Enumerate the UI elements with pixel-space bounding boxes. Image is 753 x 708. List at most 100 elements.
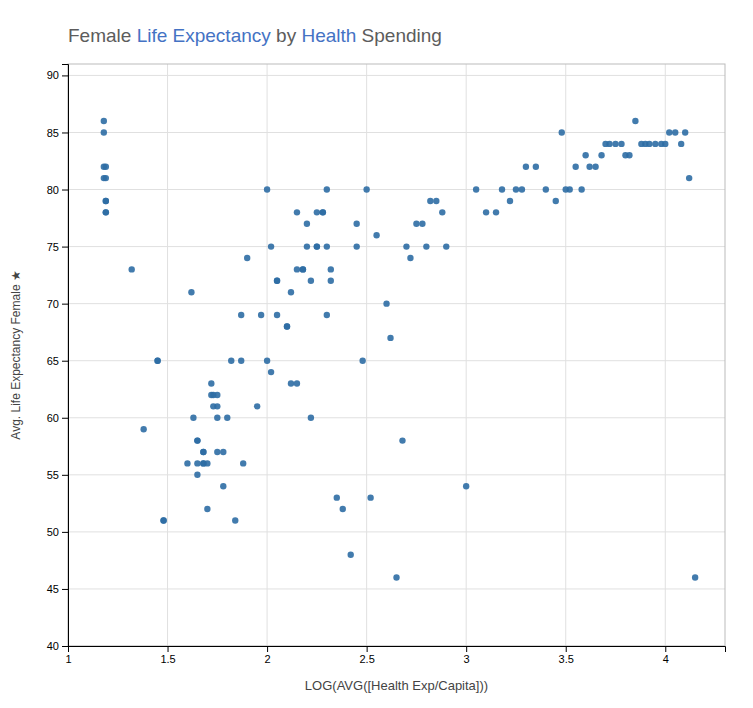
point	[284, 323, 290, 329]
x-axis-tick-mark	[267, 646, 268, 652]
y-axis-tick-mark	[62, 190, 68, 191]
x-axis-tick-label: 3	[464, 653, 470, 665]
point	[190, 415, 196, 421]
grid-line-x	[167, 64, 168, 646]
x-axis-tick-mark	[566, 646, 567, 652]
x-axis-tick: 2	[265, 646, 271, 665]
point	[308, 415, 314, 421]
point	[473, 186, 479, 192]
point	[403, 243, 409, 249]
point	[214, 403, 220, 409]
point	[686, 175, 692, 181]
y-axis-tick-label: 70	[47, 298, 59, 310]
grid-line-x	[366, 64, 367, 646]
title-part: Female	[68, 25, 137, 46]
point	[188, 289, 194, 295]
point	[513, 186, 519, 192]
x-axis-tick-label: 1	[65, 653, 71, 665]
point	[194, 437, 200, 443]
y-axis-tick-mark	[62, 304, 68, 305]
x-axis-tick-label: 2	[265, 653, 271, 665]
point	[324, 186, 330, 192]
point	[334, 494, 340, 500]
y-axis-tick: 60	[47, 412, 68, 424]
chart: 11.522.533.544045505560657075808590LOG(A…	[0, 0, 753, 708]
point	[304, 221, 310, 227]
y-axis-tick-label: 80	[47, 184, 59, 196]
point	[612, 141, 618, 147]
y-axis-tick-mark	[62, 75, 68, 76]
grid-line-y	[68, 132, 725, 133]
point	[443, 243, 449, 249]
y-axis-tick-label: 50	[47, 526, 59, 538]
point	[228, 358, 234, 364]
title-part: Health	[301, 25, 356, 46]
point	[463, 483, 469, 489]
point	[294, 380, 300, 386]
y-axis-tick-label: 55	[47, 469, 59, 481]
point	[320, 209, 326, 215]
point	[493, 209, 499, 215]
point	[533, 164, 539, 170]
point	[288, 380, 294, 386]
point	[553, 198, 559, 204]
point	[367, 494, 373, 500]
grid	[68, 64, 725, 646]
plot: 11.522.533.544045505560657075808590	[47, 64, 726, 665]
point	[666, 129, 672, 135]
point	[103, 209, 109, 215]
point	[383, 300, 389, 306]
point	[288, 289, 294, 295]
point	[328, 266, 334, 272]
y-axis-tick-label: 85	[47, 126, 59, 138]
y-axis-tick: 85	[47, 126, 68, 138]
point	[103, 164, 109, 170]
point	[258, 312, 264, 318]
point	[274, 278, 280, 284]
x-axis: 1 1.5 2 2.5 3 3.5 4	[65, 646, 725, 665]
point	[359, 358, 365, 364]
x-axis-tick-label: 3.5	[559, 653, 574, 665]
point	[413, 221, 419, 227]
grid-line-x	[466, 64, 467, 646]
title: Female Life Expectancy by Health Spendin…	[68, 25, 442, 46]
point	[324, 243, 330, 249]
point	[592, 164, 598, 170]
y-axis-tick: 90	[47, 69, 68, 81]
x-axis-tick-mark	[466, 646, 467, 652]
point	[419, 221, 425, 227]
x-axis-line	[69, 647, 726, 653]
point	[423, 243, 429, 249]
y-axis-tick: 50	[47, 526, 68, 538]
x-axis-tick: 3	[464, 646, 470, 665]
x-axis-tick: 4	[663, 646, 669, 665]
y-axis-line	[62, 65, 69, 647]
point	[582, 152, 588, 158]
y-axis-tick: 55	[47, 469, 68, 481]
point	[646, 141, 652, 147]
point	[328, 278, 334, 284]
point	[232, 517, 238, 523]
point	[220, 483, 226, 489]
point	[268, 243, 274, 249]
point	[598, 152, 604, 158]
x-axis-tick: 2.5	[359, 646, 374, 665]
point	[254, 403, 260, 409]
point	[101, 118, 107, 124]
point	[314, 209, 320, 215]
grid-line-y	[68, 303, 725, 304]
point	[499, 186, 505, 192]
grid-line-x	[565, 64, 566, 646]
grid-line-y	[68, 588, 725, 589]
point	[340, 506, 346, 512]
y-axis-tick-label: 60	[47, 412, 59, 424]
point	[238, 312, 244, 318]
grid-line-y	[68, 531, 725, 532]
y-axis: 4045505560657075808590	[47, 65, 69, 653]
point	[264, 186, 270, 192]
point	[567, 186, 573, 192]
point	[320, 209, 326, 215]
x-axis-tick: 1.5	[160, 646, 175, 665]
point	[204, 460, 210, 466]
point	[194, 472, 200, 478]
